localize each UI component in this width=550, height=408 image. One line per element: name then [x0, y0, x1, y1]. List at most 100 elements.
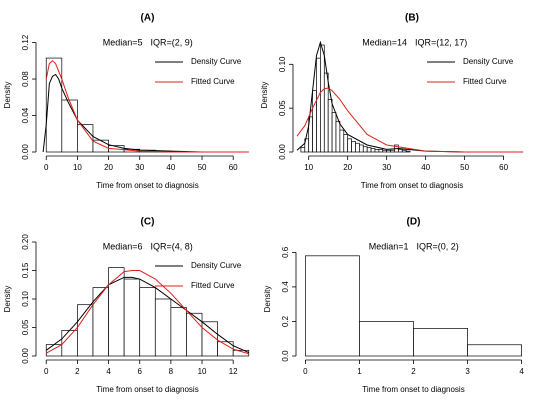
legend-label: Density Curve — [191, 57, 242, 66]
x-tick-label: 60 — [229, 163, 238, 172]
bar — [398, 149, 403, 153]
curve — [42, 73, 249, 153]
x-tick-label: 10 — [304, 163, 313, 172]
bar — [347, 138, 352, 153]
x-tick-label: 20 — [104, 163, 113, 172]
bar — [405, 150, 411, 153]
y-tick-label: 0.6 — [281, 246, 290, 258]
legend-label: Density Curve — [191, 261, 242, 270]
bar — [359, 321, 414, 357]
y-tick-label: 0.12 — [21, 34, 30, 50]
bar — [323, 72, 329, 153]
median-label: Median=14 — [362, 37, 407, 47]
bar — [312, 90, 317, 153]
y-axis-label: Density — [3, 82, 12, 109]
y-tick-label: 0.04 — [21, 107, 30, 123]
bar — [320, 44, 325, 153]
curve — [296, 87, 524, 153]
y-tick-label: 0.15 — [21, 262, 30, 278]
iqr-label: IQR=(4, 8) — [151, 241, 193, 251]
bar — [201, 321, 218, 357]
curve — [296, 40, 524, 153]
y-axis-label: Density — [3, 286, 12, 313]
median-label: Median=1 — [369, 241, 409, 251]
y-tick-label: 0.10 — [278, 56, 287, 72]
curve — [45, 60, 249, 153]
iqr-label: IQR=(2, 9) — [151, 37, 193, 47]
median-label: Median=5 — [103, 37, 143, 47]
x-tick-label: 4 — [519, 367, 524, 376]
x-tick-label: 1 — [357, 367, 362, 376]
bar — [300, 147, 306, 153]
x-axis-label: Time from onset to diagnosis — [96, 385, 198, 394]
x-tick-label: 0 — [44, 163, 49, 172]
y-tick-label: 0.00 — [21, 348, 30, 364]
panel-title: (D) — [407, 217, 421, 228]
bar — [331, 112, 337, 153]
median-label: Median=6 — [103, 241, 143, 251]
bar — [232, 349, 250, 357]
panel-title: (C) — [141, 217, 155, 228]
legend-label: Fitted Curve — [463, 77, 507, 86]
panel-title: (A) — [141, 13, 155, 24]
bar — [359, 144, 364, 153]
x-tick-label: 4 — [106, 367, 111, 376]
bar — [123, 278, 141, 357]
bar — [401, 149, 407, 153]
x-tick-label: 10 — [73, 163, 82, 172]
x-tick-label: 50 — [198, 163, 207, 172]
bar — [374, 149, 380, 153]
x-tick-label: 3 — [465, 367, 470, 376]
bar — [61, 99, 78, 153]
bar — [335, 120, 341, 153]
bar — [327, 99, 333, 153]
x-axis-label: Time from onset to diagnosis — [362, 385, 464, 394]
y-tick-label: 0.05 — [21, 319, 30, 335]
y-tick-label: 0.0 — [281, 350, 290, 362]
y-tick-label: 0.05 — [278, 100, 287, 116]
legend-label: Density Curve — [463, 57, 514, 66]
x-tick-label: 20 — [343, 163, 352, 172]
bar — [316, 57, 321, 153]
x-tick-label: 40 — [166, 163, 175, 172]
curve — [45, 276, 249, 354]
bar — [467, 344, 522, 357]
bar — [343, 134, 349, 153]
y-axis-label: Density — [263, 286, 272, 313]
bar — [378, 149, 384, 153]
y-tick-label: 0.2 — [281, 315, 290, 327]
x-tick-label: 40 — [421, 163, 430, 172]
x-tick-label: 0 — [44, 367, 49, 376]
iqr-label: IQR=(0, 2) — [417, 241, 459, 251]
x-tick-label: 10 — [198, 367, 207, 376]
bar — [390, 149, 395, 153]
x-axis-label: Time from onset to diagnosis — [361, 181, 463, 190]
x-tick-label: 12 — [229, 367, 238, 376]
bar — [305, 255, 360, 357]
bar — [386, 149, 391, 153]
y-tick-label: 0.00 — [278, 144, 287, 160]
bar — [382, 149, 388, 153]
x-tick-label: 2 — [411, 367, 416, 376]
bar — [170, 307, 187, 357]
bar — [61, 330, 78, 357]
y-tick-label: 0.10 — [21, 291, 30, 307]
x-tick-label: 6 — [137, 367, 142, 376]
bar — [366, 147, 372, 153]
y-tick-label: 0.4 — [281, 281, 290, 293]
x-tick-label: 30 — [135, 163, 144, 172]
iqr-label: IQR=(12, 17) — [415, 37, 467, 47]
legend-label: Fitted Curve — [191, 281, 235, 290]
x-tick-label: 8 — [169, 367, 174, 376]
y-tick-label: 0.20 — [21, 234, 30, 250]
y-tick-label: 0.08 — [21, 71, 30, 87]
bar — [139, 287, 156, 357]
y-axis-label: Density — [260, 82, 269, 109]
x-tick-label: 60 — [499, 163, 508, 172]
x-tick-label: 30 — [382, 163, 391, 172]
curve — [45, 270, 249, 355]
x-tick-label: 50 — [460, 163, 469, 172]
bar — [339, 129, 345, 153]
x-axis-label: Time from onset to diagnosis — [96, 181, 198, 190]
